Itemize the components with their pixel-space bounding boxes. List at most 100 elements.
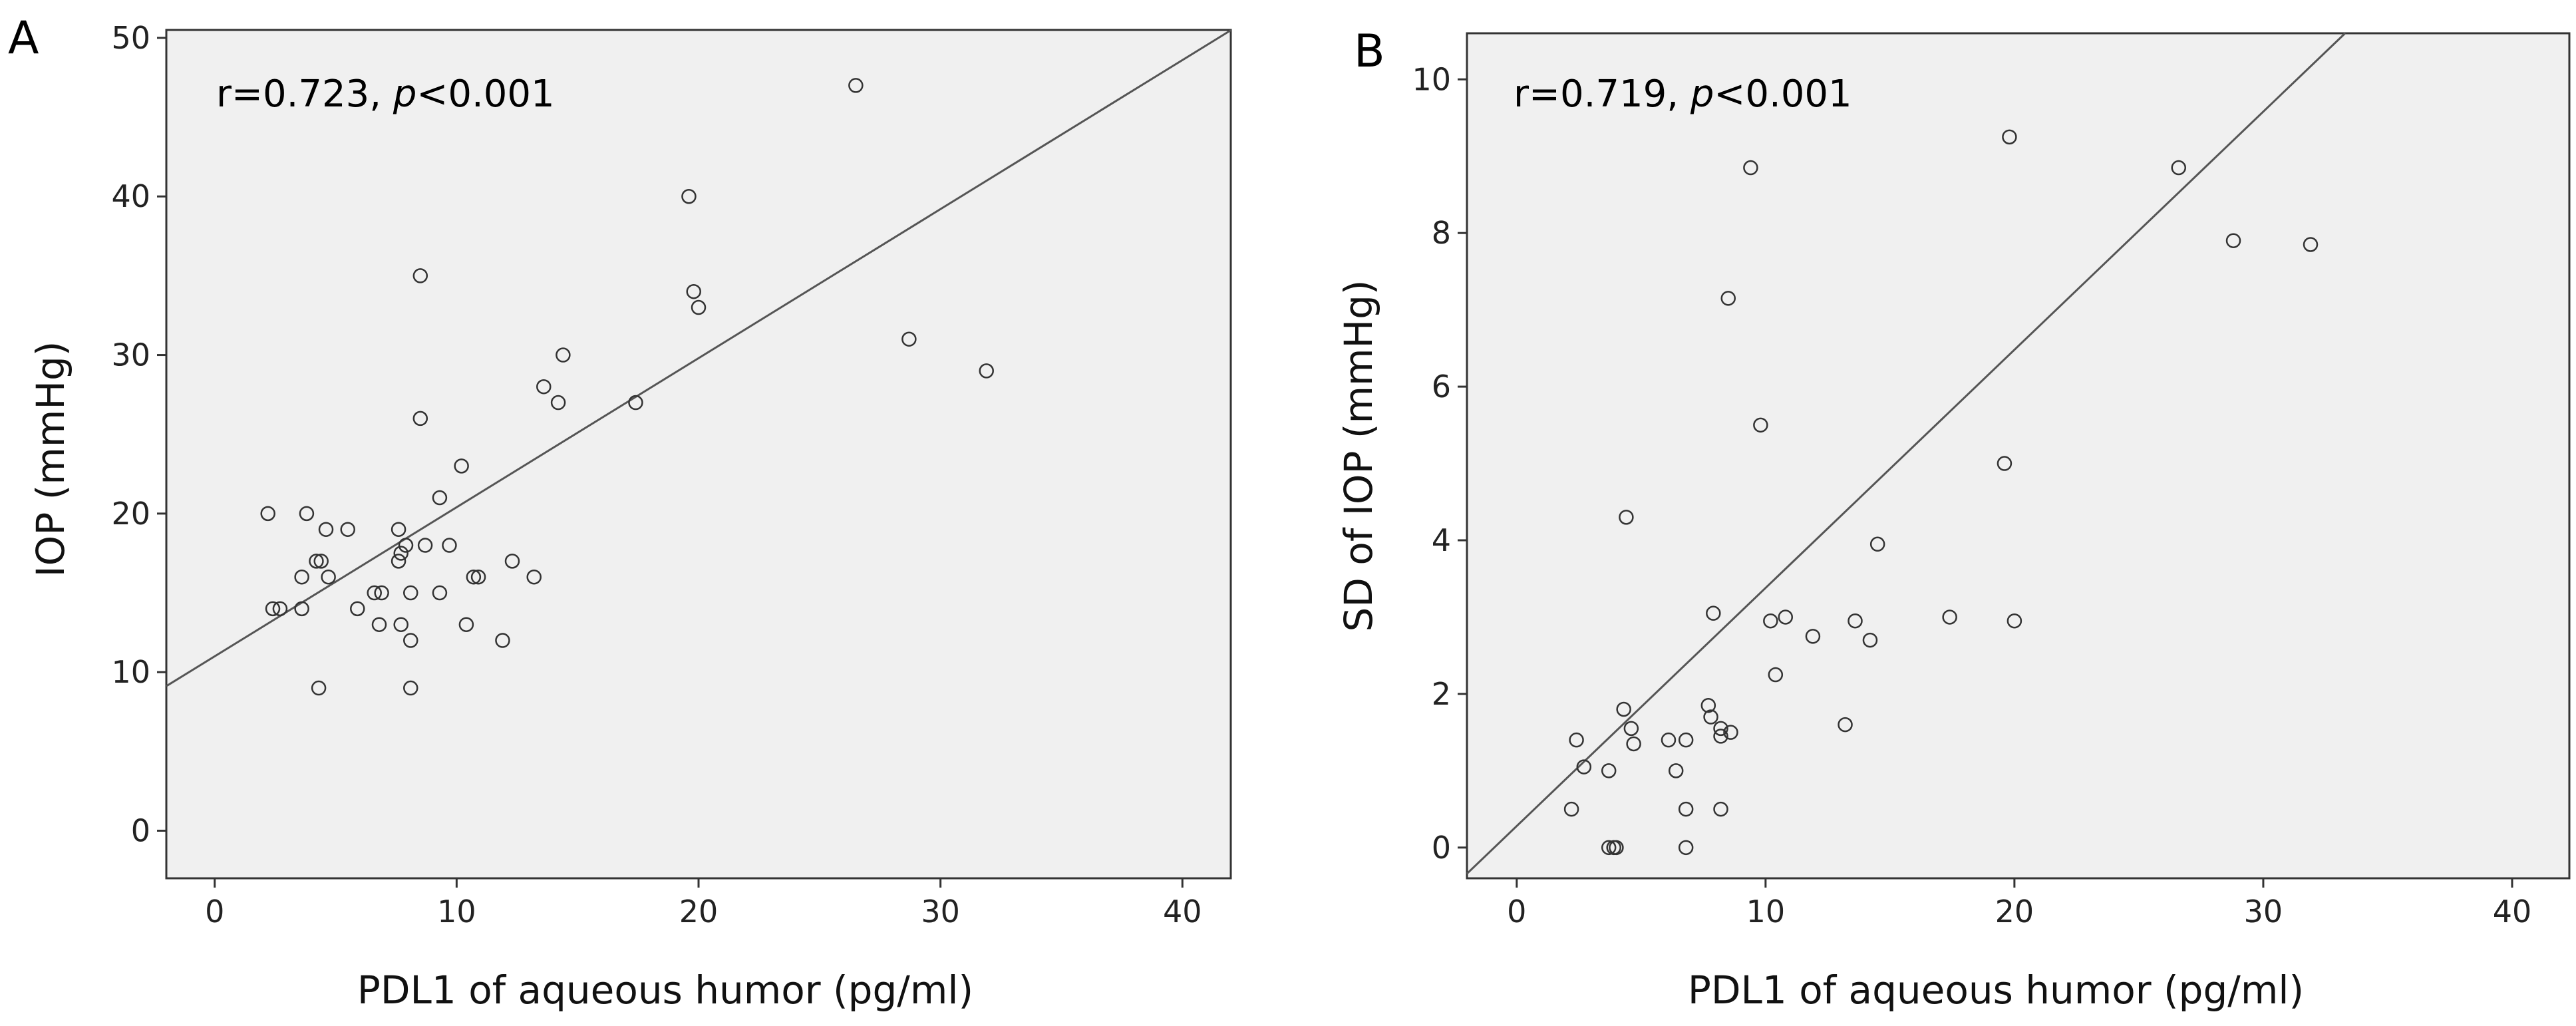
data-point-a-6 xyxy=(309,554,324,569)
data-point-b-15 xyxy=(1678,840,1694,856)
data-point-b-25 xyxy=(1753,417,1768,433)
x-tick-label-b-20: 20 xyxy=(1995,894,2034,930)
annotation-b-p-symbol: p xyxy=(1690,73,1714,116)
y-tick-label-a-0: 0 xyxy=(131,813,150,849)
points-b xyxy=(1563,129,2319,856)
data-point-b-1 xyxy=(1569,732,1584,748)
data-point-b-0 xyxy=(1563,801,1579,817)
data-point-a-20 xyxy=(398,538,414,553)
data-point-b-4 xyxy=(1601,840,1617,856)
data-point-a-40 xyxy=(628,395,643,411)
y-tick-label-a-10: 10 xyxy=(111,654,150,690)
plot-area-b xyxy=(1466,32,2571,880)
x-tick-label-a-40: 40 xyxy=(1163,894,1202,930)
points-a xyxy=(260,78,994,696)
x-tick-label-b-30: 30 xyxy=(2244,894,2283,930)
annotation-a-p-value: <0.001 xyxy=(416,73,554,116)
data-point-a-2 xyxy=(272,601,288,617)
annotation-a-r: r=0.723, xyxy=(216,73,393,116)
data-point-b-23 xyxy=(1723,725,1738,740)
data-point-a-27 xyxy=(432,490,448,506)
data-point-a-16 xyxy=(391,522,406,537)
data-point-a-0 xyxy=(260,506,275,522)
data-point-b-21 xyxy=(1713,801,1728,817)
data-point-a-10 xyxy=(321,569,336,585)
fit-line-b xyxy=(1466,32,2346,875)
regression-line-a xyxy=(166,29,1231,687)
data-point-b-29 xyxy=(1805,629,1821,644)
data-point-b-11 xyxy=(1661,732,1677,748)
data-point-b-17 xyxy=(1703,709,1718,725)
data-point-a-33 xyxy=(470,569,486,585)
data-point-b-22 xyxy=(1720,291,1736,306)
data-point-a-3 xyxy=(294,569,309,585)
x-tick-label-b-40: 40 xyxy=(2493,894,2532,930)
data-point-a-19 xyxy=(393,546,408,561)
data-point-b-10 xyxy=(1626,736,1641,752)
data-point-a-36 xyxy=(526,569,542,585)
y-tick-label-b-2: 2 xyxy=(1432,676,1451,712)
data-point-a-14 xyxy=(371,617,387,632)
data-point-a-43 xyxy=(691,299,707,315)
panel-label-b: B xyxy=(1354,25,1385,78)
y-tick-label-b-6: 6 xyxy=(1432,369,1451,405)
panel-label-a: A xyxy=(8,12,39,65)
data-point-a-29 xyxy=(442,538,457,553)
chart-b: B 0 10 20 30 40 0 2 4 6 8 10 r=0.719, p<0.001 PDL1… xyxy=(1336,25,2571,1013)
data-point-b-33 xyxy=(1869,536,1885,552)
x-tick-label-b-10: 10 xyxy=(1746,894,1786,930)
data-point-b-39 xyxy=(2225,233,2241,248)
data-point-b-26 xyxy=(1763,613,1778,629)
data-point-b-30 xyxy=(1838,717,1853,733)
data-point-a-45 xyxy=(901,331,917,347)
annotation-a-p-symbol: p xyxy=(393,73,417,116)
regression-line-b xyxy=(1466,32,2346,875)
y-tick-label-a-50: 50 xyxy=(111,20,150,56)
data-point-a-12 xyxy=(350,601,365,617)
data-point-a-4 xyxy=(294,601,309,617)
data-point-b-16 xyxy=(1700,697,1716,713)
data-point-a-1 xyxy=(265,601,281,617)
data-point-a-25 xyxy=(412,411,428,427)
data-point-a-39 xyxy=(556,347,571,363)
data-point-a-46 xyxy=(979,363,994,379)
data-point-b-14 xyxy=(1678,801,1694,817)
data-point-b-40 xyxy=(2303,237,2319,252)
data-point-a-17 xyxy=(391,554,406,569)
data-point-a-38 xyxy=(550,395,566,411)
data-point-a-30 xyxy=(454,458,469,474)
y-tick-label-b-4: 4 xyxy=(1432,522,1451,558)
data-point-b-12 xyxy=(1668,763,1684,778)
data-point-b-2 xyxy=(1576,759,1592,774)
data-point-a-42 xyxy=(686,283,701,299)
data-point-a-18 xyxy=(393,617,408,632)
y-tick-label-b-10: 10 xyxy=(1412,61,1451,97)
x-tick-label-a-10: 10 xyxy=(437,894,476,930)
data-point-a-22 xyxy=(403,633,418,648)
data-point-a-11 xyxy=(340,522,355,537)
data-point-b-32 xyxy=(1862,632,1878,648)
data-point-b-8 xyxy=(1619,510,1634,525)
data-point-b-38 xyxy=(2171,160,2187,176)
data-point-a-8 xyxy=(311,680,327,696)
data-point-b-27 xyxy=(1768,667,1784,683)
data-point-b-24 xyxy=(1743,160,1758,176)
data-point-b-28 xyxy=(1778,609,1794,625)
y-tick-label-a-20: 20 xyxy=(111,496,150,532)
y-tick-label-a-40: 40 xyxy=(111,178,150,214)
data-point-a-28 xyxy=(432,585,448,601)
y-tick-label-b-0: 0 xyxy=(1432,830,1451,866)
data-point-b-35 xyxy=(1997,456,2012,471)
y-axis-label-b: SD of IOP (mmHg) xyxy=(1336,279,1381,631)
data-point-b-18 xyxy=(1706,605,1721,621)
x-tick-label-b-0: 0 xyxy=(1507,894,1526,930)
data-point-a-44 xyxy=(848,78,864,93)
data-point-a-13 xyxy=(367,585,382,601)
x-axis-label-a: PDL1 of aqueous humor (pg/ml) xyxy=(357,967,973,1013)
data-point-a-24 xyxy=(412,268,428,283)
data-point-b-3 xyxy=(1601,763,1617,778)
annotation-b-p-value: <0.001 xyxy=(1714,73,1852,116)
data-point-b-36 xyxy=(2002,129,2017,145)
data-point-a-23 xyxy=(403,680,418,696)
